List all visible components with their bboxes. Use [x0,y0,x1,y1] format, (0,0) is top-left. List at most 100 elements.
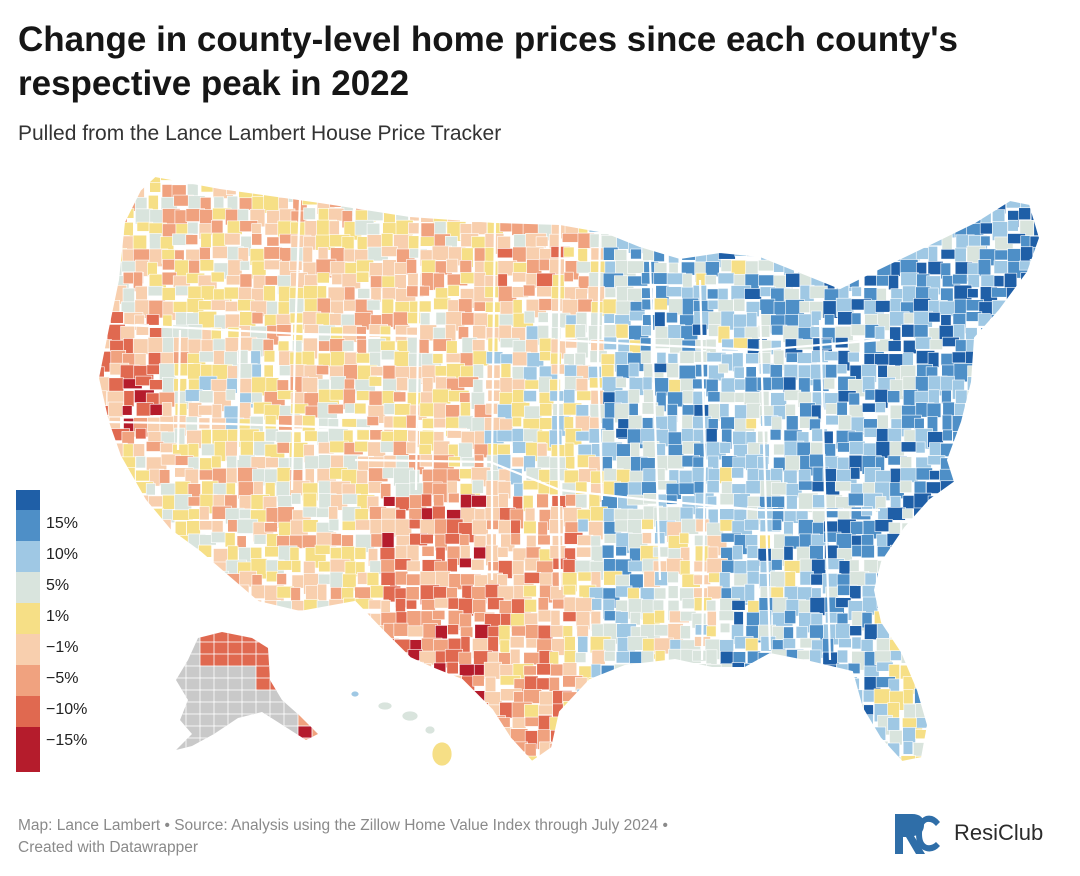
county-cell [760,176,779,180]
county-cell [981,454,999,473]
alaska-county [199,749,216,750]
county-cell [643,665,664,682]
county-cell [706,599,717,612]
county-cell [591,598,603,611]
county-cell [900,755,916,762]
county-cell [406,740,420,751]
county-cell [381,390,395,406]
county-cell [1019,703,1040,725]
county-cell [629,611,641,626]
alaska-county [227,725,244,740]
county-cell [668,729,684,740]
county-cell [432,353,444,364]
county-cell [1004,402,1015,421]
county-cell [783,235,797,258]
county-cell [279,743,294,754]
county-cell [510,533,521,546]
legend-swatch [16,490,40,510]
county-cell [746,233,762,254]
county-cell [536,493,549,508]
county-cell [1030,702,1040,719]
county-cell [640,176,660,187]
county-cell [1032,520,1040,539]
county-cell [1018,740,1033,757]
county-cell [718,207,733,222]
alaska-county [283,653,300,668]
alaska-county [227,701,244,716]
county-cell [344,755,356,762]
county-cell [1017,326,1029,343]
county-cell [628,176,648,191]
county-cell [955,508,967,529]
county-cell [1044,337,1059,349]
county-cell [1020,392,1031,410]
county-cell [890,560,905,580]
county-cell [525,339,539,354]
county-cell [965,638,980,658]
alaska-county [255,689,272,704]
county-cell [864,769,875,779]
county-cell [824,754,840,762]
county-cell [120,325,135,341]
county-cell [1029,272,1040,289]
resiclub-brand[interactable]: ResiClub [892,808,1072,858]
county-cell [1020,176,1033,185]
county-cell [98,272,116,292]
county-cell [161,638,180,649]
county-cell [756,181,778,194]
county-cell [927,599,944,621]
county-cell [474,767,485,780]
county-cell [1017,340,1032,362]
alaska-county [311,713,318,728]
county-cell [134,314,145,325]
county-cell [382,467,395,479]
alaska-county [311,749,318,750]
county-cell [240,598,251,610]
county-cell [929,716,950,727]
county-cell [627,389,640,404]
alaska-county [185,713,202,728]
county-cell [173,176,194,179]
county-cell [1005,689,1020,703]
county-cell [654,405,665,418]
county-cell [446,468,461,482]
county-cell [979,650,1001,668]
alaska-county [269,677,286,692]
county-cell [849,716,867,732]
county-cell [511,456,525,468]
hawaii-island [401,710,419,722]
county-cell [200,176,211,187]
chart-title: Change in county-level home prices since… [18,20,958,103]
county-cell [952,519,970,540]
county-cell [733,366,745,379]
county-cell [511,717,527,729]
county-cell [366,572,380,586]
county-cell [499,768,511,787]
county-cell [1043,664,1060,681]
county-cell [422,767,436,787]
county-cell [1005,610,1017,625]
county-cell [837,649,849,664]
county-cell [980,403,996,425]
county-cell [418,678,437,698]
alaska-county [199,725,216,740]
alaska-county [283,725,300,740]
county-cell [771,482,788,496]
county-cell [316,741,337,762]
alaska-county [241,665,258,680]
county-cell [772,768,785,784]
county-cell [876,275,889,287]
county-cell [1019,574,1032,591]
county-cell [992,769,1006,783]
county-cell [1006,176,1027,186]
county-cell [1031,574,1040,585]
county-cell [238,742,251,755]
county-cell [392,415,407,429]
county-cell [224,232,241,246]
county-cell [1018,207,1031,221]
county-cell [679,176,696,185]
alaska-county [185,632,202,644]
county-cell [667,444,685,457]
county-cell [797,649,812,660]
county-cell [770,176,789,184]
